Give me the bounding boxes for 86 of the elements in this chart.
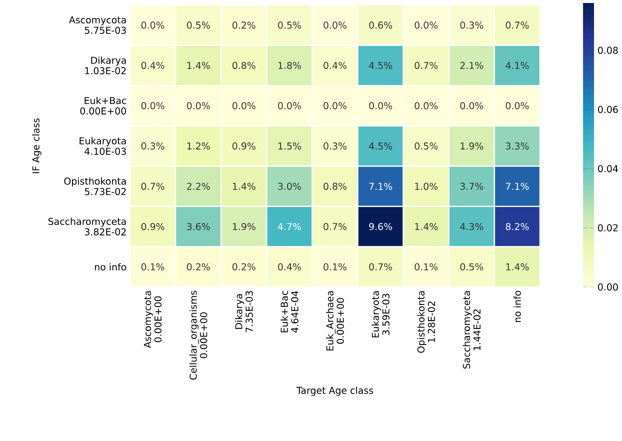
data-label: 0.0% — [414, 102, 438, 110]
color-bar-label: 0.00 — [598, 283, 618, 291]
data-label: 9.6% — [369, 222, 392, 230]
data-label: 0.5% — [186, 22, 210, 29]
data-label: 0.4% — [278, 263, 301, 270]
y-axis-title: IF Age class — [32, 118, 42, 174]
data-label: 1.5% — [278, 142, 301, 150]
data-label: 0.9% — [141, 222, 164, 230]
x-tick-label: Dikarya 7.35E-03 — [235, 291, 253, 332]
data-label: 0.2% — [232, 22, 256, 29]
data-label: 0.0% — [278, 102, 301, 110]
x-tick-label: Cellular_organisms 0.00E+00 — [189, 290, 208, 380]
color-bar-label: 0.02 — [598, 224, 618, 232]
data-label: 1.9% — [232, 222, 256, 230]
x-tick-label: Opisthokonta 1.28E-02 — [417, 291, 436, 353]
color-bar-label: 0.06 — [598, 106, 618, 114]
data-label: 1.4% — [187, 62, 210, 70]
data-label: 0.7% — [369, 263, 392, 270]
data-label: 1.4% — [506, 263, 529, 270]
data-label: 3.0% — [278, 182, 301, 190]
x-tick-label: Eukaryota 3.59E-03 — [372, 291, 390, 338]
data-label: 7.1% — [369, 182, 392, 190]
data-label: 4.7% — [278, 222, 301, 230]
y-tick-label: Eukaryota 4.10E-03 — [80, 137, 126, 155]
data-label: 0.3% — [460, 22, 484, 29]
data-label: 0.8% — [324, 182, 346, 190]
data-label: 2.2% — [187, 182, 210, 190]
data-label: 0.3% — [324, 142, 346, 150]
data-label: 0.0% — [460, 102, 484, 110]
data-label: 1.2% — [187, 142, 210, 150]
data-label: 0.3% — [141, 142, 164, 150]
color-bar-label: 0.04 — [598, 165, 618, 172]
data-label: 0.7% — [324, 222, 346, 230]
x-tick-label: Euk+Bac 4.64E-04 — [280, 290, 298, 333]
data-label: 0.2% — [186, 263, 210, 270]
data-label: 4.5% — [369, 62, 392, 70]
data-label: 0.5% — [460, 263, 484, 270]
data-label: 3.7% — [460, 182, 484, 190]
data-label: 1.9% — [460, 142, 484, 150]
data-label: 3.3% — [506, 142, 529, 150]
data-label: 0.4% — [141, 62, 164, 70]
data-label: 0.0% — [141, 102, 164, 110]
x-axis-title: Target Age class — [296, 386, 374, 396]
data-label: 4.5% — [369, 142, 392, 150]
color-bar-label: 0.08 — [598, 46, 618, 54]
data-label: 0.0% — [369, 102, 392, 110]
data-label: 0.0% — [506, 102, 529, 110]
y-tick-label: Opisthokonta 5.73E-02 — [64, 177, 126, 196]
x-tick-label: Ascomycota 0.00E+00 — [144, 291, 162, 348]
data-label: 0.7% — [506, 22, 529, 29]
data-label: 0.1% — [141, 263, 164, 270]
data-label: 0.0% — [141, 22, 164, 29]
data-label: 0.2% — [232, 263, 256, 270]
data-label: 0.9% — [232, 142, 256, 150]
y-tick-label: Euk+Bac 0.00E+00 — [80, 96, 126, 115]
data-label: 4.3% — [460, 222, 484, 230]
data-label: 0.0% — [324, 102, 346, 110]
data-label: 0.7% — [141, 182, 164, 190]
data-label: 4.1% — [506, 62, 529, 70]
data-label: 0.4% — [324, 62, 346, 70]
data-label: 0.5% — [278, 22, 301, 29]
y-tick-label: Ascomycota 5.75E-03 — [69, 16, 126, 34]
x-tick-label: no info — [514, 290, 521, 322]
data-label: 0.5% — [414, 142, 438, 150]
y-tick-label: Dikarya 1.03E-02 — [85, 56, 126, 74]
data-label: 0.7% — [414, 62, 438, 70]
y-tick-label: Saccharomyceta 3.82E-02 — [48, 218, 126, 236]
data-label: 2.1% — [460, 62, 484, 70]
data-label: 1.0% — [415, 182, 438, 190]
x-tick-label: Euk_Archaea 0.00E+00 — [326, 291, 344, 350]
data-label: 7.1% — [506, 182, 529, 190]
data-label: 0.1% — [414, 263, 438, 270]
data-label: 1.4% — [232, 182, 256, 190]
x-tick-label: Saccharomyceta 1.44E-02 — [462, 291, 481, 369]
y-tick-label: no info — [94, 263, 126, 271]
data-label: 0.1% — [324, 263, 346, 270]
data-label: 0.0% — [186, 102, 210, 110]
data-label: 0.0% — [324, 22, 346, 29]
data-label: 0.6% — [369, 22, 392, 29]
data-label: 0.0% — [232, 102, 256, 110]
data-label: 0.8% — [232, 62, 256, 70]
data-label: 1.4% — [415, 222, 438, 230]
data-label: 8.2% — [506, 222, 529, 230]
data-label: 1.8% — [278, 62, 301, 70]
data-label: 3.6% — [187, 222, 210, 230]
data-label: 0.0% — [414, 22, 438, 29]
